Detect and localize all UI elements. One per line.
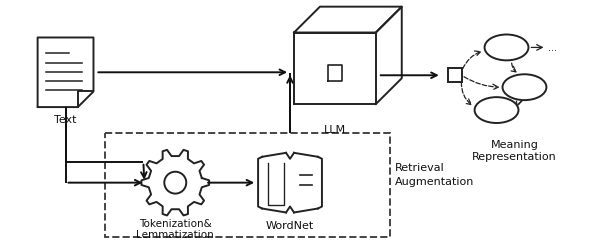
Text: Representation: Representation — [472, 152, 557, 162]
Text: ...: ... — [548, 43, 557, 53]
Text: WordNet: WordNet — [266, 222, 314, 231]
Ellipse shape — [485, 34, 529, 60]
Ellipse shape — [502, 74, 547, 100]
Text: Lemmatization: Lemmatization — [136, 230, 214, 240]
Ellipse shape — [474, 97, 519, 123]
Circle shape — [164, 172, 187, 193]
Text: LLM: LLM — [324, 125, 346, 135]
Text: Augmentation: Augmentation — [395, 177, 474, 187]
Text: Text: Text — [54, 115, 77, 125]
Text: Retrieval: Retrieval — [395, 163, 445, 173]
Bar — [448, 68, 462, 82]
Text: Meaning: Meaning — [491, 140, 538, 150]
Text: Tokenization&: Tokenization& — [139, 219, 212, 229]
Bar — [105, 133, 390, 237]
